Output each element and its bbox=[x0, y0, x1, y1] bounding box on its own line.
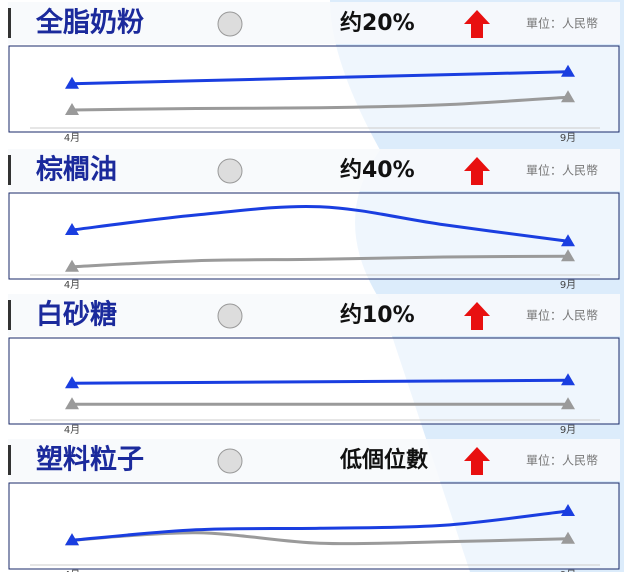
series-line bbox=[71, 509, 569, 542]
point-marker bbox=[65, 259, 79, 272]
icon bbox=[217, 448, 243, 474]
point-marker bbox=[561, 234, 575, 247]
x-tick-label: 9月 bbox=[560, 569, 576, 572]
up-arrow bbox=[464, 10, 490, 38]
unit-label: 單位：人民幣 bbox=[526, 453, 598, 468]
series-line bbox=[71, 254, 569, 269]
icon bbox=[217, 11, 243, 37]
x-tick-label: 4月 bbox=[64, 279, 80, 291]
up-arrow bbox=[464, 157, 490, 185]
panel-title: 棕櫚油 bbox=[36, 155, 117, 186]
header-band bbox=[8, 149, 620, 191]
unit-label: 單位：人民幣 bbox=[526, 163, 598, 178]
series-line bbox=[71, 204, 569, 243]
change-label: 约10% bbox=[340, 302, 415, 328]
unit-label: 單位：人民幣 bbox=[526, 16, 598, 31]
header-band bbox=[8, 439, 620, 481]
plot-box bbox=[8, 482, 620, 570]
point-marker bbox=[65, 76, 79, 89]
x-tick-label: 9月 bbox=[560, 424, 576, 436]
up-arrow bbox=[464, 447, 490, 475]
point-marker bbox=[561, 249, 575, 262]
point-marker bbox=[65, 103, 79, 115]
point-marker bbox=[65, 223, 79, 235]
point-marker bbox=[65, 376, 79, 389]
panel-title: 白砂糖 bbox=[36, 299, 117, 331]
point-marker bbox=[561, 397, 575, 410]
plot-box bbox=[8, 45, 620, 133]
x-tick-label: 4月 bbox=[64, 424, 80, 436]
point-marker bbox=[561, 90, 575, 103]
panel-title: 塑料粒子 bbox=[36, 445, 144, 476]
header-edge bbox=[8, 8, 11, 38]
unit-label: 單位：人民幣 bbox=[526, 308, 598, 323]
change-label: 低個位數 bbox=[339, 447, 428, 473]
point-marker bbox=[561, 373, 575, 386]
x-tick-label: 9月 bbox=[560, 279, 576, 291]
point-marker bbox=[561, 531, 575, 544]
header-edge bbox=[8, 445, 11, 475]
x-tick-label: 4月 bbox=[64, 569, 80, 572]
icon bbox=[217, 303, 243, 329]
header-edge bbox=[8, 300, 11, 330]
point-marker bbox=[65, 397, 79, 410]
point-marker bbox=[65, 533, 79, 546]
series-line bbox=[71, 95, 569, 112]
icon bbox=[217, 158, 243, 184]
change-label: 约40% bbox=[340, 157, 415, 183]
change-label: 约20% bbox=[340, 10, 415, 36]
up-arrow bbox=[464, 302, 490, 330]
header-band bbox=[8, 294, 620, 336]
panel-title: 全脂奶粉 bbox=[35, 7, 144, 39]
x-tick-label: 4月 bbox=[64, 132, 80, 144]
point-marker bbox=[561, 504, 575, 516]
background-shape bbox=[330, 0, 624, 572]
series-line bbox=[71, 70, 569, 86]
x-tick-label: 9月 bbox=[560, 132, 576, 144]
header-band bbox=[8, 2, 620, 44]
point-marker bbox=[561, 64, 575, 77]
series-line bbox=[71, 378, 569, 385]
header-edge bbox=[8, 155, 11, 185]
